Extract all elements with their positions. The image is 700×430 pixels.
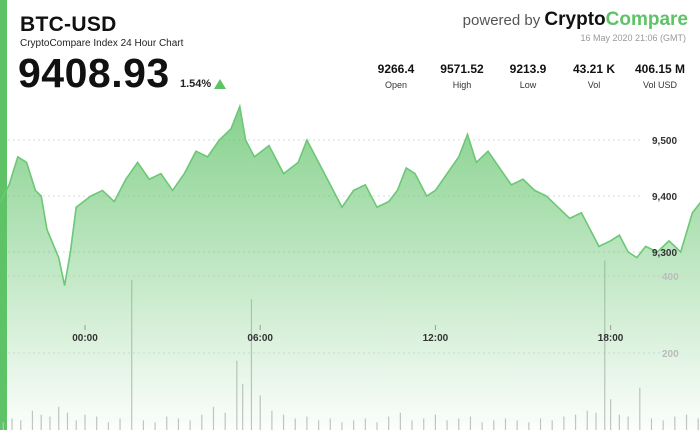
- timestamp: 16 May 2020 21:06 (GMT): [580, 33, 686, 43]
- stat-label: Open: [384, 80, 408, 90]
- stat-label: Vol: [587, 80, 601, 90]
- pair-title: BTC-USD: [20, 13, 117, 36]
- stats-row: 9266.4 Open 9571.52 High 9213.9 Low 43.2…: [358, 62, 688, 90]
- x-tick-label: 06:00: [247, 333, 273, 344]
- chart-subtitle: CryptoCompare Index 24 Hour Chart: [20, 38, 184, 49]
- up-arrow-icon: [214, 79, 226, 89]
- price-line: [0, 103, 700, 286]
- price-axis-ticks: 9,300 9,400 9,500: [652, 136, 677, 259]
- stat-open: 9266.4 Open: [368, 62, 424, 90]
- price-area: [0, 106, 700, 430]
- current-price: 9408.93: [18, 50, 170, 96]
- volume-tick-label: 200: [662, 349, 679, 360]
- stat-low: 9213.9 Low: [500, 62, 556, 90]
- brand-logo-part1: Crypto: [544, 9, 606, 30]
- stat-label: High: [452, 80, 472, 90]
- stat-value: 43.21 K: [572, 62, 616, 76]
- brand-logo-part2: Compare: [605, 9, 688, 30]
- stat-value: 406.15 M: [634, 62, 686, 76]
- x-tick-label: 18:00: [598, 333, 624, 344]
- stat-value: 9571.52: [440, 62, 484, 76]
- stat-value: 9266.4: [377, 62, 415, 76]
- volume-axis-ticks: 200 400: [662, 272, 679, 360]
- stat-value: 9213.9: [509, 62, 547, 76]
- stat-high: 9571.52 High: [434, 62, 490, 90]
- price-tick-label: 9,400: [652, 192, 677, 203]
- stat-vol-usd: 406.15 M Vol USD: [632, 62, 688, 90]
- powered-by-text: powered by: [462, 12, 541, 29]
- price-tick-label: 9,300: [652, 248, 677, 259]
- price-tick-label: 9,500: [652, 136, 677, 147]
- price-change: 1.54%: [180, 78, 212, 90]
- stat-label: Low: [519, 80, 537, 90]
- x-tick-label: 12:00: [423, 333, 449, 344]
- x-axis-ticks: 00:00 06:00 12:00 18:00: [72, 325, 624, 344]
- stat-vol: 43.21 K Vol: [566, 62, 622, 90]
- x-tick-label: 00:00: [72, 333, 98, 344]
- volume-tick-label: 400: [662, 272, 679, 283]
- powered-by[interactable]: powered by CryptoCompare: [463, 9, 688, 31]
- stat-label: Vol USD: [642, 80, 677, 90]
